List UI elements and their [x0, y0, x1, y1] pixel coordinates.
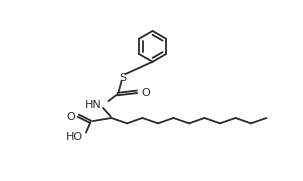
Text: S: S — [120, 73, 127, 83]
Text: O: O — [66, 112, 75, 122]
Text: HN: HN — [85, 100, 102, 110]
Text: HO: HO — [66, 132, 83, 142]
Text: O: O — [141, 88, 150, 98]
